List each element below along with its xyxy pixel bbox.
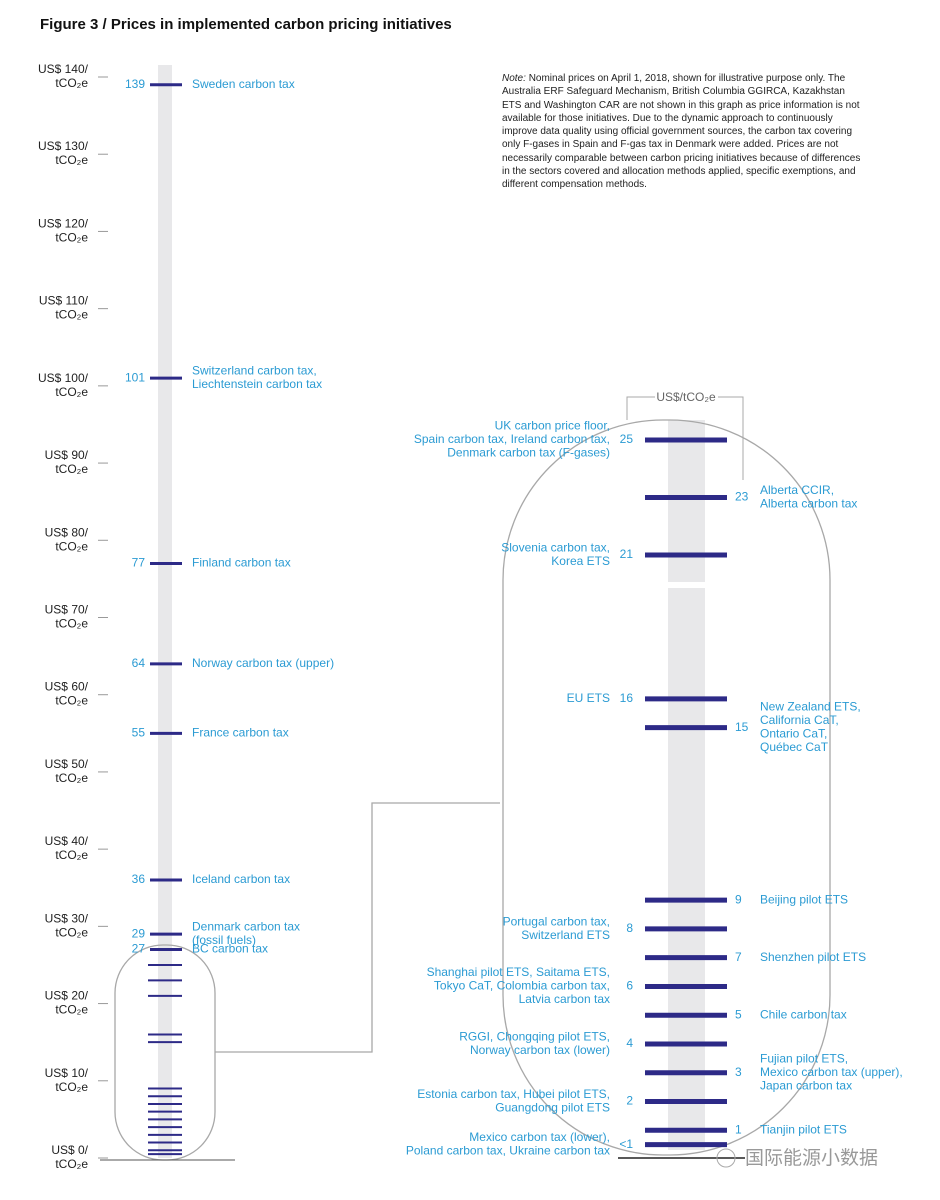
axis-bracket (626, 396, 655, 420)
axis-label: US$/tCO₂e (656, 390, 716, 404)
value-label: 16 (620, 691, 634, 705)
value-label: 4 (626, 1036, 633, 1050)
category-label: Tianjin pilot ETS (760, 1122, 847, 1136)
y-tick-label: US$ 120/tCO₂e (38, 217, 89, 245)
value-label: 55 (132, 725, 146, 739)
connector (215, 802, 500, 1053)
category-label: Alberta CCIR, (760, 483, 834, 497)
category-label: Shanghai pilot ETS, Saitama ETS, (427, 965, 610, 979)
category-label: Tokyo CaT, Colombia carbon tax, (434, 979, 610, 993)
chart-title: Figure 3 / Prices in implemented carbon … (40, 16, 452, 33)
zoom-outline (502, 419, 831, 1156)
value-label: 25 (620, 432, 634, 446)
category-label: Ontario CaT, (760, 727, 827, 741)
category-label: Norway carbon tax (lower) (470, 1043, 610, 1057)
category-label: Alberta carbon tax (760, 496, 857, 510)
category-label: Slovenia carbon tax, (501, 540, 610, 554)
zoom-column (668, 588, 705, 1150)
value-label: 101 (125, 370, 145, 384)
value-label: 8 (626, 921, 633, 935)
category-label: Finland carbon tax (192, 556, 291, 570)
category-label: Mexico carbon tax (upper), (760, 1065, 903, 1079)
category-label: Guangdong pilot ETS (495, 1100, 610, 1114)
category-label: Chile carbon tax (760, 1007, 847, 1021)
y-tick-label: US$ 10/tCO₂e (45, 1066, 89, 1094)
y-tick-label: US$ 90/tCO₂e (45, 448, 89, 476)
scale-column (158, 65, 172, 1158)
y-tick-label: US$ 70/tCO₂e (45, 603, 89, 631)
value-label: 1 (735, 1122, 742, 1136)
y-tick-label: US$ 130/tCO₂e (38, 139, 89, 167)
category-label: Liechtenstein carbon tax (192, 377, 322, 391)
y-tick-label: US$ 20/tCO₂e (45, 989, 89, 1017)
value-label: 3 (735, 1065, 742, 1079)
axis-bracket (718, 396, 744, 480)
category-label: UK carbon price floor, (495, 419, 610, 433)
category-label: New Zealand ETS, (760, 700, 861, 714)
category-label: Japan carbon tax (760, 1078, 852, 1092)
value-label: 15 (735, 720, 749, 734)
value-label: 139 (125, 77, 145, 91)
y-tick-label: US$ 60/tCO₂e (45, 680, 89, 708)
category-label: Shenzhen pilot ETS (760, 950, 866, 964)
value-label: 2 (626, 1094, 633, 1108)
watermark-icon (716, 1148, 736, 1168)
category-label: Poland carbon tax, Ukraine carbon tax (406, 1144, 610, 1158)
value-label: 9 (735, 892, 742, 906)
category-label: Sweden carbon tax (192, 77, 295, 91)
category-label: Québec CaT (760, 740, 829, 754)
zoom-column (668, 420, 705, 582)
category-label: Switzerland ETS (521, 928, 610, 942)
category-label: Mexico carbon tax (lower), (469, 1130, 610, 1144)
y-tick-label: US$ 140/tCO₂e (38, 62, 89, 90)
value-label: 64 (132, 656, 146, 670)
y-tick-label: US$ 40/tCO₂e (45, 834, 89, 862)
category-label: RGGI, Chongqing pilot ETS, (459, 1029, 610, 1043)
note: Note: Nominal prices on April 1, 2018, s… (502, 72, 864, 192)
value-label: 36 (132, 872, 146, 886)
y-tick-label: US$ 100/tCO₂e (38, 371, 89, 399)
category-label: California CaT, (760, 713, 839, 727)
category-label: Norway carbon tax (upper) (192, 656, 334, 670)
value-label: 5 (735, 1007, 742, 1021)
y-tick-label: US$ 0/tCO₂e (51, 1143, 88, 1171)
category-label: BC carbon tax (192, 942, 268, 956)
value-label: 27 (132, 942, 146, 956)
category-label: Fujian pilot ETS, (760, 1051, 848, 1065)
y-tick-label: US$ 30/tCO₂e (45, 912, 89, 940)
category-label: EU ETS (567, 691, 610, 705)
value-label: 21 (620, 547, 634, 561)
y-tick-label: US$ 110/tCO₂e (39, 294, 89, 322)
value-label: 7 (735, 950, 742, 964)
value-label: <1 (619, 1137, 633, 1151)
category-label: Estonia carbon tax, Hubei pilot ETS, (417, 1087, 610, 1101)
category-label: Korea ETS (551, 554, 610, 568)
y-tick-label: US$ 80/tCO₂e (45, 525, 89, 553)
category-label: Beijing pilot ETS (760, 892, 848, 906)
watermark: 国际能源小数据 (745, 1147, 878, 1169)
category-label: Switzerland carbon tax, (192, 364, 317, 378)
category-label: Spain carbon tax, Ireland carbon tax, (414, 432, 610, 446)
y-tick-label: US$ 50/tCO₂e (45, 757, 89, 785)
category-label: France carbon tax (192, 725, 289, 739)
category-label: Denmark carbon tax (F-gases) (447, 446, 610, 460)
value-label: 23 (735, 490, 749, 504)
value-label: 29 (132, 926, 146, 940)
category-label: Portugal carbon tax, (503, 914, 610, 928)
value-label: 6 (626, 979, 633, 993)
note-label: Note: (502, 73, 526, 84)
value-label: 77 (132, 556, 146, 570)
category-label: Iceland carbon tax (192, 872, 290, 886)
category-label: Latvia carbon tax (519, 992, 610, 1006)
note-text: Nominal prices on April 1, 2018, shown f… (502, 73, 861, 191)
category-label: Denmark carbon tax (192, 920, 300, 934)
category-label: (fossil fuels) (192, 933, 256, 947)
